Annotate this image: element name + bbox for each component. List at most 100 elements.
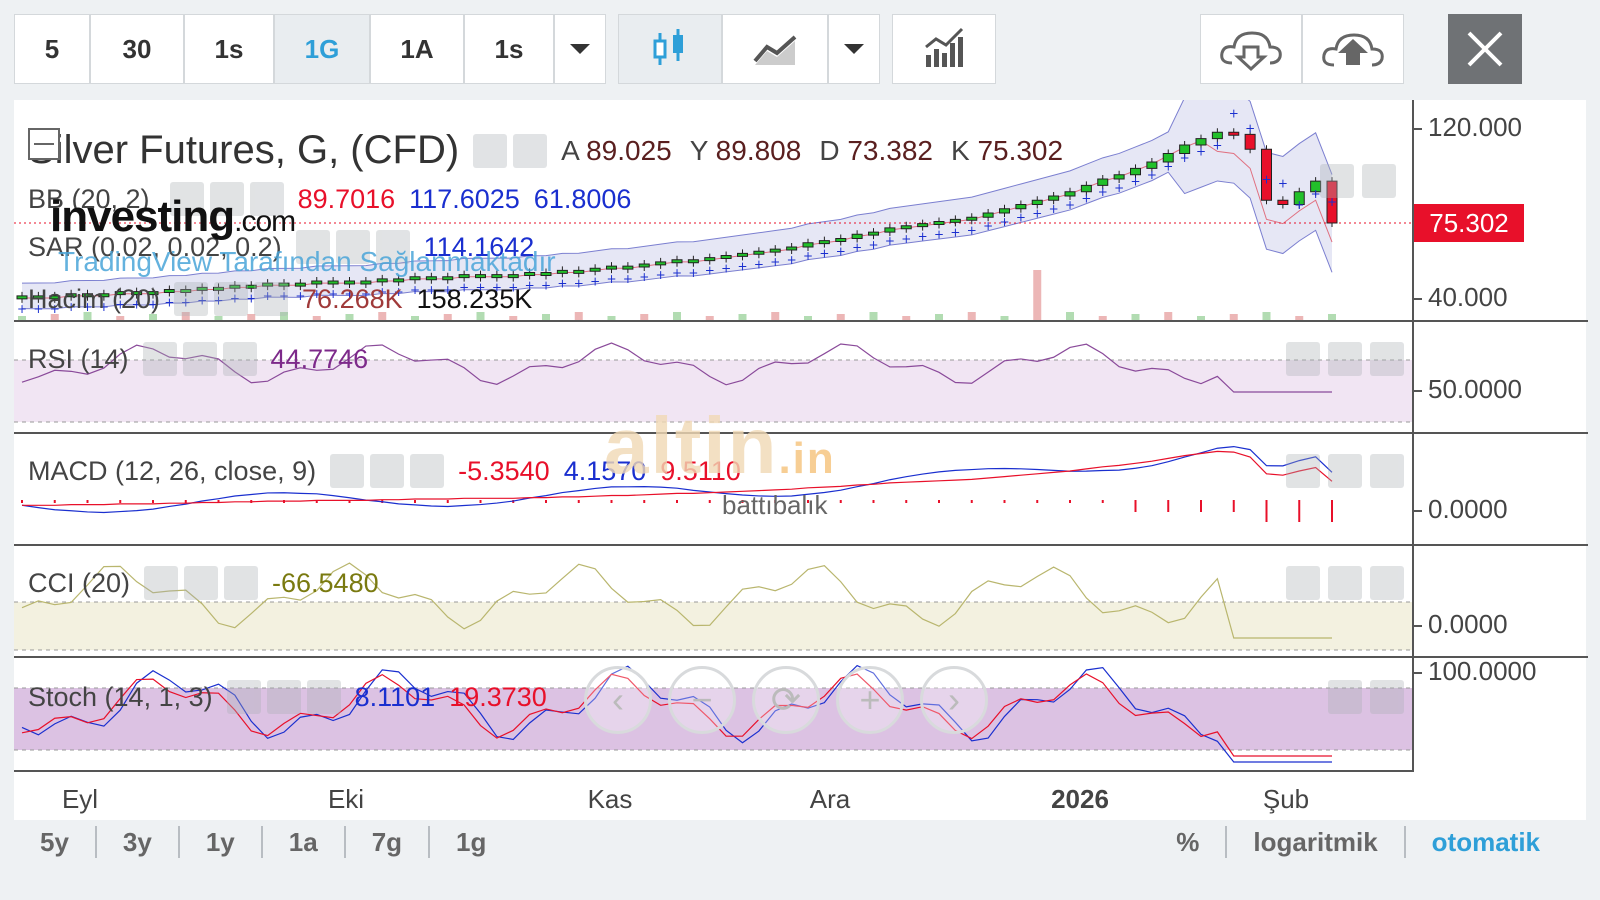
range-1a-button[interactable]: 1a [263,826,346,858]
arrow-down-icon[interactable] [1328,454,1362,488]
gear-icon[interactable] [513,133,548,168]
price-axis[interactable]: 120.000 75.302 40.000 50.0000 0.0000 0.0… [1412,100,1588,772]
arrow-down-icon[interactable] [1320,164,1354,198]
resize-icon[interactable] [1370,454,1404,488]
sar-dot: + [918,230,928,244]
eye-icon[interactable] [330,454,365,488]
close-button[interactable] [1448,14,1522,84]
close-icon[interactable] [375,230,410,264]
candle [213,286,224,291]
stoch-tick: 100.0000 [1428,656,1537,686]
macd-pane-controls[interactable] [1286,454,1404,488]
interval-dropdown-button[interactable] [554,14,606,84]
sar-dot: + [934,228,944,242]
close-icon[interactable] [410,454,445,488]
resize-icon[interactable] [1362,164,1396,198]
symbol-controls[interactable] [473,133,548,168]
interval-1s-alt-button[interactable]: 1s [464,14,554,84]
stoch-pane[interactable]: Stoch (14, 1, 3) 8.1101 19.3730 ‹ − ⟳ + … [14,658,1412,772]
auto-scale-button[interactable]: otomatik [1431,827,1540,857]
close-icon[interactable] [224,566,259,600]
rsi-pane[interactable]: RSI (14) 44.7746 [14,322,1412,434]
eye-icon[interactable] [144,566,179,600]
price-pane[interactable]: + + + + + + + + + + + + + + + + + + + + + + + + + + + + + + + + + + + + + + + +… [14,100,1412,322]
time-axis[interactable]: Eyl Eki Kas Ara 2026 Şub [14,772,1412,820]
arrow-up-icon[interactable] [1286,342,1320,376]
eye-icon[interactable] [295,230,330,264]
sar-dot: + [688,266,698,280]
chart-area[interactable]: + + + + + + + + + + + + + + + + + + + + + + + + + + + + + + + + + + + + + + + +… [14,100,1588,820]
range-5y-button[interactable]: 5y [14,826,97,858]
candle [1097,178,1109,186]
arrow-down-icon[interactable] [1328,566,1362,600]
cci-pane[interactable]: CCI (20) -66.5480 [14,546,1412,658]
macd-pane[interactable]: MACD (12, 26, close, 9) -5.3540 4.1570 9… [14,434,1412,546]
macd-legend: MACD (12, 26, close, 9) -5.3540 4.1570 9… [28,454,741,488]
log-scale-button[interactable]: logaritmik [1227,826,1406,858]
x-tick-2026: 2026 [1051,784,1109,814]
gear-icon[interactable] [335,230,370,264]
eye-icon[interactable] [169,182,204,216]
candle [442,276,454,281]
chart-type-dropdown-button[interactable] [828,14,880,84]
indicators-button[interactable] [892,14,996,84]
sar-dot: + [885,234,895,248]
gear-icon[interactable] [184,566,219,600]
cci-pane-controls[interactable] [1286,566,1404,600]
gear-icon[interactable] [209,182,244,216]
interval-1g-button[interactable]: 1G [274,14,370,84]
resize-icon[interactable] [1370,342,1404,376]
candle [868,231,879,236]
interval-5-button[interactable]: 5 [14,14,90,84]
arrow-down-icon[interactable] [1328,342,1362,376]
range-1g-button[interactable]: 1g [456,827,487,857]
macd-label: MACD (12, 26, close, 9) [28,455,317,486]
range-1y-button[interactable]: 1y [180,826,263,858]
gear-icon[interactable] [370,454,405,488]
eye-icon[interactable] [226,680,261,714]
resize-icon[interactable] [1370,680,1404,714]
scroll-left-button[interactable]: ‹ [584,666,652,734]
interval-30-button[interactable]: 30 [90,14,184,84]
interval-1s-button[interactable]: 1s [184,14,274,84]
arrow-up-icon[interactable] [1328,680,1362,714]
interval-1a-button[interactable]: 1A [370,14,464,84]
collapse-icon[interactable] [28,128,60,160]
sar-dot: + [197,293,207,307]
volume-bar [116,316,125,320]
stoch-pane-controls[interactable] [1328,680,1404,714]
zoom-in-button[interactable]: + [836,666,904,734]
close-icon[interactable] [249,182,284,216]
close-icon[interactable] [254,282,289,316]
eye-icon[interactable] [174,282,209,316]
download-button[interactable] [1200,14,1302,84]
scroll-right-button[interactable]: › [920,666,988,734]
gear-icon[interactable] [266,680,301,714]
arrow-up-icon[interactable] [1286,566,1320,600]
arrow-up-icon[interactable] [1286,454,1320,488]
gear-icon[interactable] [214,282,249,316]
investing-logo-text: investing [50,192,235,241]
line-chart-button[interactable] [722,14,828,84]
candle [114,291,126,296]
candlestick-button[interactable] [618,14,722,84]
close-icon[interactable] [306,680,341,714]
eye-icon[interactable] [473,133,508,168]
zoom-out-button[interactable]: − [668,666,736,734]
candle [458,274,470,279]
rsi-pane-controls[interactable] [1286,342,1404,376]
gear-icon[interactable] [182,342,217,376]
range-3y-button[interactable]: 3y [97,826,180,858]
pane-scale-controls[interactable] [1320,164,1396,198]
percent-scale-button[interactable]: % [1150,826,1228,858]
high-label: Y [689,134,708,166]
reset-button[interactable]: ⟳ [752,666,820,734]
eye-icon[interactable] [142,342,177,376]
close-icon[interactable] [222,342,257,376]
range-7g-button[interactable]: 7g [346,826,431,858]
volume-bar [1066,312,1074,320]
bb-upper-line [21,100,1333,284]
upload-button[interactable] [1302,14,1404,84]
macd-tick: 0.0000 [1428,494,1508,524]
resize-icon[interactable] [1370,566,1404,600]
